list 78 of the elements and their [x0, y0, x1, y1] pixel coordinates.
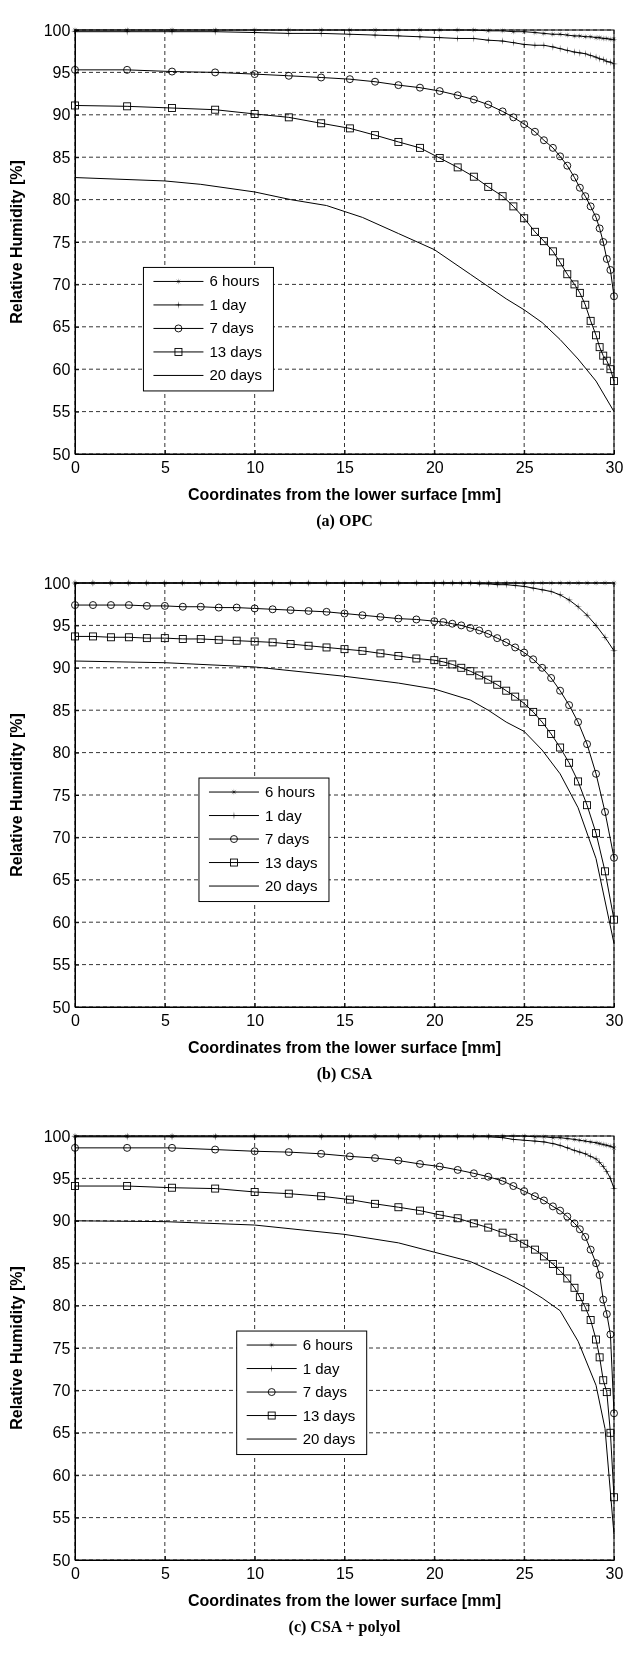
x-tick-label: 5	[160, 459, 170, 476]
legend-label: 6 hours	[302, 1336, 353, 1354]
legend-label: 13 days	[264, 853, 318, 871]
x-tick-label: 0	[71, 459, 81, 476]
y-tick-label: 70	[52, 829, 71, 847]
x-tick-label: 30	[605, 1565, 624, 1582]
text: (c) CSA + polyol	[288, 1618, 401, 1636]
y-tick-label: 85	[52, 1254, 71, 1272]
y-tick-label: 55	[52, 403, 71, 421]
legend-label: 1 day	[264, 806, 303, 824]
x-tick-label: 30	[605, 1012, 624, 1029]
x-tick-label: 25	[515, 1565, 534, 1582]
x-tick-label: 10	[246, 459, 265, 476]
y-tick-label: 50	[52, 445, 71, 463]
x-tick-label: 20	[425, 1565, 444, 1582]
y-tick-label: 60	[52, 360, 71, 378]
text: (a) OPC	[316, 512, 373, 530]
x-tick-label: 5	[160, 1012, 170, 1029]
y-tick-label: 100	[43, 1127, 71, 1145]
x-tick-label: 20	[425, 459, 444, 476]
y-tick-label: 50	[52, 998, 71, 1016]
y-axis-title: Relative Humidity [%]	[8, 1266, 25, 1430]
y-tick-label: 90	[52, 1212, 71, 1230]
y-tick-label: 70	[52, 276, 71, 294]
legend-label: 7 days	[209, 319, 254, 337]
legend-label: 13 days	[209, 342, 262, 360]
y-tick-label: 95	[52, 1170, 71, 1188]
legend-label: 20 days	[209, 366, 262, 384]
y-tick-label: 65	[52, 1424, 71, 1442]
legend-label: 1 day	[209, 295, 247, 313]
legend-label: 20 days	[302, 1430, 356, 1448]
x-tick-label: 0	[71, 1012, 81, 1029]
x-tick-label: 15	[336, 1012, 354, 1029]
y-tick-label: 100	[43, 574, 71, 592]
text: (b) CSA	[316, 1065, 373, 1083]
y-tick-label: 100	[43, 21, 71, 39]
y-tick-label: 75	[52, 233, 71, 251]
y-tick-label: 95	[52, 64, 71, 82]
y-tick-label: 80	[52, 744, 71, 762]
y-tick-label: 95	[52, 617, 71, 635]
x-tick-label: 10	[246, 1565, 265, 1582]
x-tick-label: 25	[515, 1012, 534, 1029]
y-tick-label: 65	[52, 871, 71, 889]
y-tick-label: 80	[52, 191, 71, 209]
y-axis-title: Relative Humidity [%]	[8, 713, 25, 877]
legend-label: 7 days	[302, 1383, 347, 1401]
y-tick-label: 75	[52, 1339, 71, 1357]
y-tick-label: 60	[52, 1466, 71, 1484]
y-tick-label: 90	[52, 106, 71, 124]
y-tick-label: 70	[52, 1382, 71, 1400]
y-tick-label: 85	[52, 148, 71, 166]
y-tick-label: 90	[52, 659, 71, 677]
y-tick-label: 85	[52, 701, 71, 719]
x-tick-label: 10	[246, 1012, 265, 1029]
x-tick-label: 30	[605, 459, 624, 476]
x-tick-label: 15	[336, 459, 354, 476]
x-tick-label: 25	[515, 459, 534, 476]
x-tick-label: 20	[425, 1012, 444, 1029]
y-tick-label: 75	[52, 786, 71, 804]
y-tick-label: 55	[52, 1509, 71, 1527]
x-tick-label: 15	[336, 1565, 354, 1582]
x-tick-label: 0	[71, 1565, 81, 1582]
legend-label: 6 hours	[264, 783, 316, 801]
x-axis-title: Coordinates from the lower surface [mm]	[188, 1592, 501, 1609]
legend-label: 6 hours	[209, 272, 260, 290]
y-tick-label: 80	[52, 1297, 71, 1315]
y-tick-label: 60	[52, 913, 71, 931]
legend-label: 1 day	[302, 1359, 340, 1377]
y-axis-title: Relative Humidity [%]	[8, 160, 25, 324]
legend-label: 13 days	[302, 1406, 356, 1424]
y-tick-label: 65	[52, 318, 71, 336]
legend-label: 7 days	[264, 830, 310, 848]
x-axis-title: Coordinates from the lower surface [mm]	[188, 1039, 501, 1056]
x-axis-title: Coordinates from the lower surface [mm]	[188, 486, 501, 503]
x-tick-label: 5	[160, 1565, 170, 1582]
legend-label: 20 days	[264, 877, 318, 895]
y-tick-label: 55	[52, 956, 71, 974]
y-tick-label: 50	[52, 1551, 71, 1569]
